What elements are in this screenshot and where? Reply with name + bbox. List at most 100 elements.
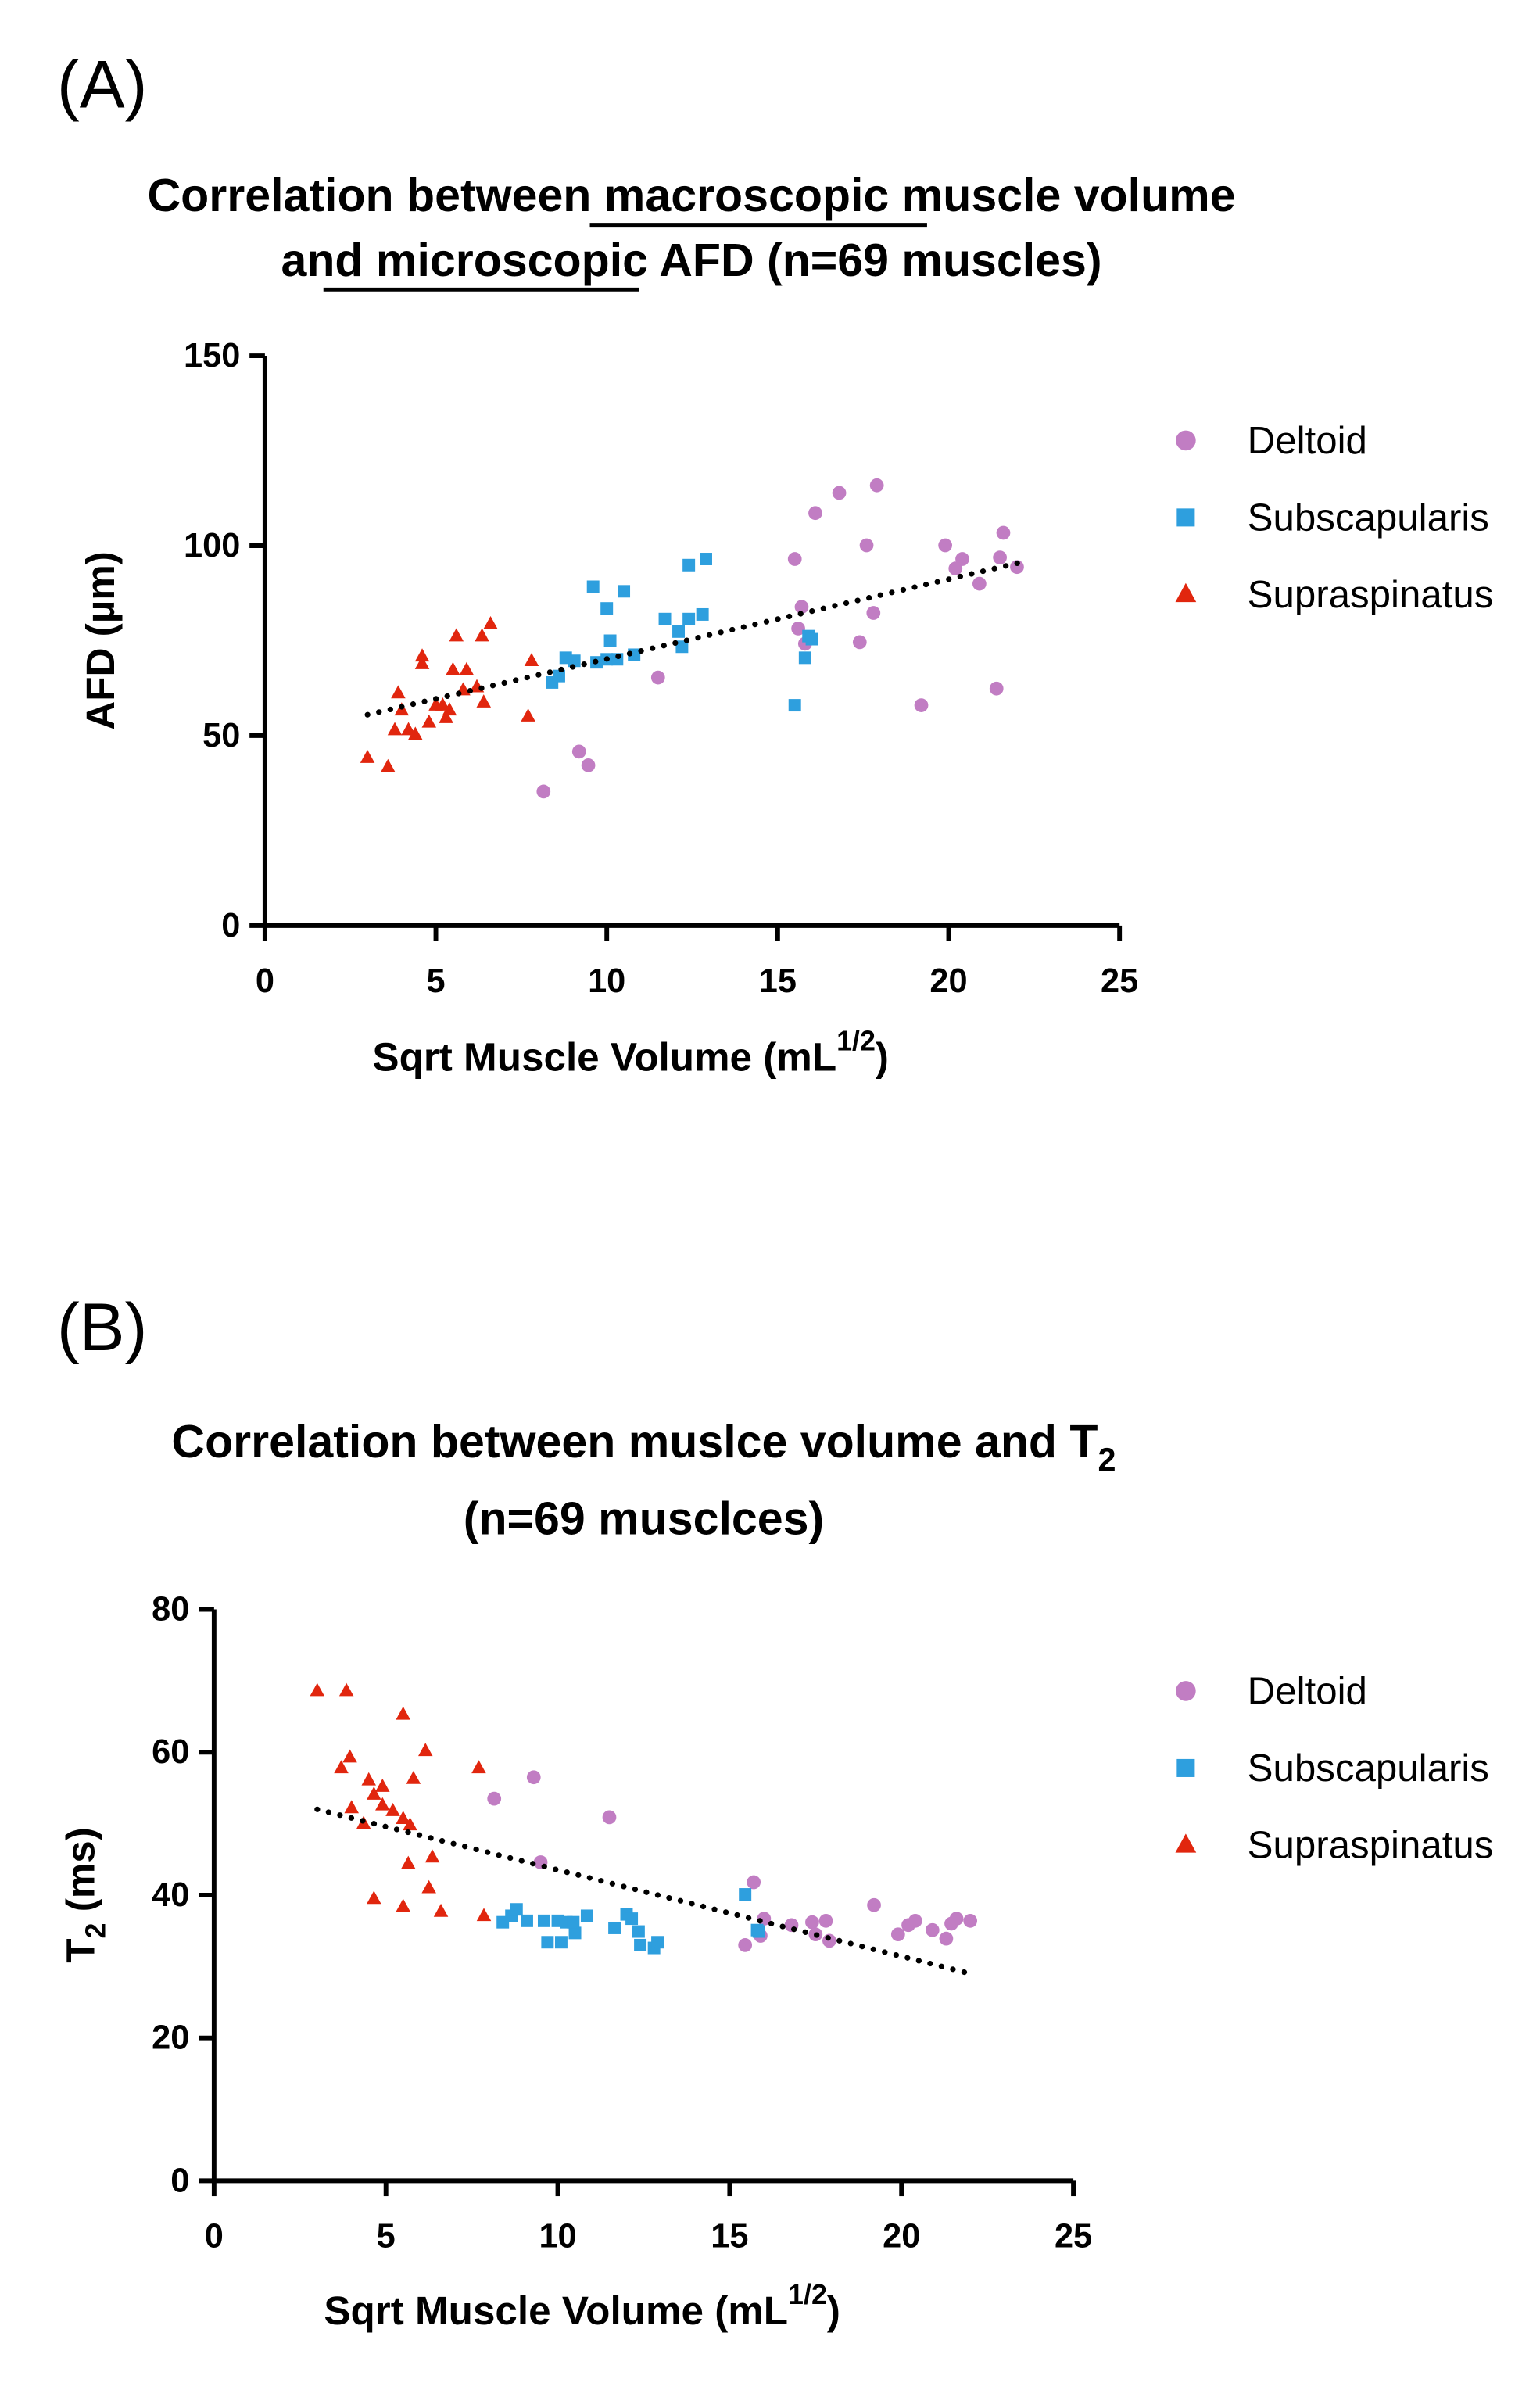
point	[375, 1778, 390, 1792]
point	[403, 1817, 417, 1831]
text-part: AFD (µm)	[78, 551, 123, 730]
point	[520, 1914, 533, 1927]
point	[367, 1890, 381, 1905]
point	[361, 1772, 376, 1786]
x-tick-label: 0	[256, 962, 274, 1000]
point	[651, 1936, 664, 1949]
y-tick-label: 0	[221, 907, 240, 944]
point	[310, 1682, 325, 1697]
legend-marker	[1176, 1758, 1195, 1777]
point	[963, 1913, 978, 1928]
point	[483, 615, 498, 629]
subscript: 2	[80, 1923, 111, 1939]
y-tick-label: 50	[202, 717, 240, 754]
point	[808, 506, 822, 521]
point	[938, 538, 952, 553]
point	[658, 612, 672, 625]
point	[510, 1903, 523, 1916]
point	[890, 1927, 905, 1942]
chart-title: Correlation between macroscopic muscle v…	[148, 170, 1236, 221]
point	[567, 1915, 580, 1929]
point	[852, 635, 867, 650]
point	[421, 714, 437, 728]
y-axis-label: AFD (µm)	[78, 551, 123, 730]
x-axis-label: Sqrt Muscle Volume (mL1/2)	[372, 1025, 889, 1079]
superscript: 1/2	[788, 2279, 827, 2310]
point	[788, 699, 801, 712]
point	[439, 710, 453, 723]
x-tick-label: 10	[588, 962, 625, 1000]
point	[798, 651, 811, 665]
point	[581, 758, 596, 772]
point	[866, 606, 881, 620]
text-part: T	[58, 1938, 102, 1962]
y-axis-label: T2 (ms)	[58, 1827, 112, 1963]
point	[334, 1760, 349, 1774]
x-tick-label: 20	[929, 962, 967, 1000]
point	[586, 580, 600, 593]
point	[939, 1931, 954, 1946]
legend-label: Supraspinatus	[1248, 1823, 1494, 1866]
point	[993, 550, 1007, 564]
point	[948, 561, 963, 576]
legend-marker	[1175, 582, 1197, 603]
point	[914, 698, 929, 712]
y-tick-label: 0	[170, 2162, 189, 2199]
point	[401, 722, 416, 736]
point	[738, 1938, 753, 1952]
legend-marker	[1175, 1833, 1197, 1853]
point	[521, 708, 535, 722]
x-tick-label: 5	[377, 2217, 396, 2255]
point	[554, 1936, 568, 1949]
point	[471, 1760, 486, 1774]
point	[747, 1875, 761, 1890]
x-tick-label: 15	[759, 962, 797, 1000]
point	[794, 600, 809, 615]
point	[442, 702, 457, 716]
point	[433, 1903, 449, 1917]
point	[996, 525, 1011, 540]
point	[537, 1914, 550, 1927]
point	[568, 654, 581, 668]
legend-label: Deltoid	[1248, 419, 1367, 462]
point	[449, 628, 464, 642]
text-part: Correlation between muslce volume and T	[171, 1416, 1098, 1467]
panel-label: (A)	[57, 47, 148, 122]
point	[367, 1786, 381, 1800]
point	[805, 1915, 819, 1930]
point	[418, 1743, 433, 1757]
point	[632, 1925, 645, 1938]
point	[391, 685, 406, 699]
point	[989, 681, 1004, 696]
point	[536, 784, 551, 799]
point	[602, 1810, 617, 1825]
x-tick-label: 0	[205, 2217, 224, 2255]
point	[675, 640, 689, 654]
y-tick-label: 60	[152, 1733, 189, 1771]
y-tick-label: 80	[152, 1591, 189, 1629]
y-tick-label: 20	[152, 2019, 189, 2057]
point	[972, 576, 987, 591]
point	[396, 1898, 410, 1912]
point	[475, 628, 489, 642]
y-tick-label: 40	[152, 1876, 189, 1914]
x-tick-label: 25	[1101, 962, 1138, 1000]
point	[459, 661, 475, 675]
y-tick-label: 150	[184, 337, 240, 374]
x-tick-label: 15	[711, 2217, 748, 2255]
point	[949, 1912, 964, 1926]
point	[424, 1849, 440, 1863]
point	[925, 1922, 940, 1937]
point	[385, 1803, 400, 1816]
point	[908, 1913, 922, 1928]
legend-label: Subscapularis	[1248, 1747, 1489, 1790]
superscript: 1/2	[836, 1025, 876, 1056]
point	[568, 1926, 582, 1940]
point	[791, 622, 805, 636]
point	[739, 1888, 752, 1901]
point	[818, 1913, 833, 1928]
point	[580, 1909, 593, 1922]
point	[414, 656, 430, 669]
point	[787, 552, 802, 566]
